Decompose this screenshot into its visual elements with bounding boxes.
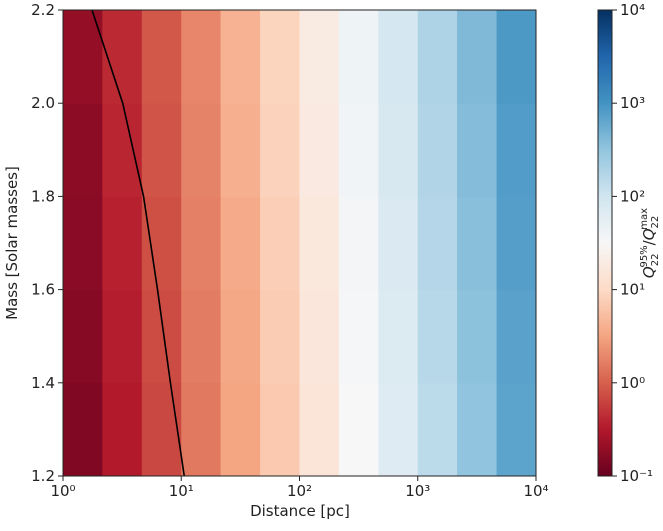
heatmap-cell (260, 196, 300, 291)
heatmap-cell (496, 382, 537, 477)
heatmap-cell (220, 196, 261, 291)
heatmap-cell (338, 196, 379, 291)
heatmap-cell (338, 382, 379, 477)
separator: / (640, 239, 658, 245)
heatmap-cell (181, 382, 222, 477)
colorbar-tick-label: 10² (620, 187, 645, 205)
heatmap-cell (338, 289, 379, 384)
heatmap-cell (378, 10, 419, 104)
colorbar-body (597, 9, 613, 477)
heatmap-cell (141, 103, 182, 197)
heatmap-cell (299, 10, 340, 104)
heatmap-cell (299, 196, 340, 291)
heatmap-cell (63, 10, 103, 104)
heatmap-cell (102, 382, 143, 477)
heatmap-cell (220, 382, 261, 477)
heatmap-cell (181, 103, 222, 197)
heatmap-cell (378, 196, 419, 291)
heatmap-cell (102, 10, 143, 104)
y-tick-label: 1.6 (31, 281, 55, 299)
heatmap-cell (63, 289, 103, 384)
colorbar-tick-label: 10³ (620, 94, 645, 112)
colorbar-label: Q2295%/Q22max (639, 208, 661, 278)
superscript: 95% (639, 245, 650, 267)
heatmap-cell (496, 289, 537, 384)
heatmap-cell (417, 103, 458, 197)
heatmap-cell (141, 196, 182, 291)
x-axis-label: Distance [pc] (250, 502, 350, 520)
heatmap-cell (181, 289, 222, 384)
superscript: max (639, 208, 650, 230)
heatmap-cell (378, 103, 419, 197)
heatmap-cell (496, 103, 537, 197)
heatmap-cell (378, 289, 419, 384)
colorbar: 10⁻¹ 10⁰ 10¹ 10² 10³ 10⁴ (597, 1, 653, 485)
heatmap-cell (260, 382, 300, 477)
x-tick-label: 10⁰ (50, 482, 75, 500)
subscript: 22 (650, 216, 661, 229)
heatmap-cell (299, 289, 340, 384)
heatmap-cell (102, 196, 143, 291)
contour-line (91, 9, 186, 477)
subscript: 22 (650, 254, 661, 267)
heatmap-cell (417, 289, 458, 384)
heatmap-cell (378, 382, 419, 477)
colorbar-tick-label: 10¹ (620, 281, 645, 299)
heatmap-cell (457, 289, 498, 384)
heatmap-cell (220, 289, 261, 384)
x-tick-label: 10³ (405, 482, 430, 500)
heatmap-cell (181, 196, 222, 291)
colorbar-tick-label: 10⁴ (620, 1, 645, 19)
heatmap-cell (457, 382, 498, 477)
heatmap-cell (417, 10, 458, 104)
heatmap-cell (457, 10, 498, 104)
x-tick-label: 10¹ (169, 482, 194, 500)
heatmap-cell (141, 289, 182, 384)
y-tick-label: 1.8 (31, 187, 55, 205)
heatmap-cell (338, 103, 379, 197)
heatmap-cell (299, 103, 340, 197)
heatmap (63, 10, 537, 477)
heatmap-cell (417, 382, 458, 477)
colorbar-tick-label: 10⁰ (620, 374, 645, 392)
heatmap-cell (299, 382, 340, 477)
y-axis-label: Mass [Solar masses] (3, 166, 21, 320)
heatmap-cell (102, 103, 143, 197)
heatmap-cell (496, 196, 537, 291)
colorbar-tick-label: 10⁻¹ (620, 467, 653, 485)
x-tick-label: 10² (287, 482, 312, 500)
heatmap-cell (220, 103, 261, 197)
heatmap-cell (141, 382, 182, 477)
heatmap-cell (260, 289, 300, 384)
y-tick-label: 2.0 (31, 94, 55, 112)
x-tick-label: 10⁴ (523, 482, 548, 500)
heatmap-cell (496, 10, 537, 104)
y-tick-label: 2.2 (31, 1, 55, 19)
y-tick-label: 1.4 (31, 374, 55, 392)
heatmap-cell (260, 10, 300, 104)
heatmap-cell (457, 196, 498, 291)
heatmap-cell (181, 10, 222, 104)
heatmap-cell (457, 103, 498, 197)
heatmap-cell (260, 103, 300, 197)
heatmap-cell (141, 10, 182, 104)
symbol: Q (640, 266, 658, 278)
heatmap-cell (417, 196, 458, 291)
heatmap-cell (63, 382, 103, 477)
heatmap-cell (220, 10, 261, 104)
symbol: Q (640, 228, 658, 240)
heatmap-cell (63, 103, 103, 197)
y-tick-label: 1.2 (31, 467, 55, 485)
heatmap-cell (338, 10, 379, 104)
heatmap-cell (102, 289, 143, 384)
heatmap-cell (63, 196, 103, 291)
